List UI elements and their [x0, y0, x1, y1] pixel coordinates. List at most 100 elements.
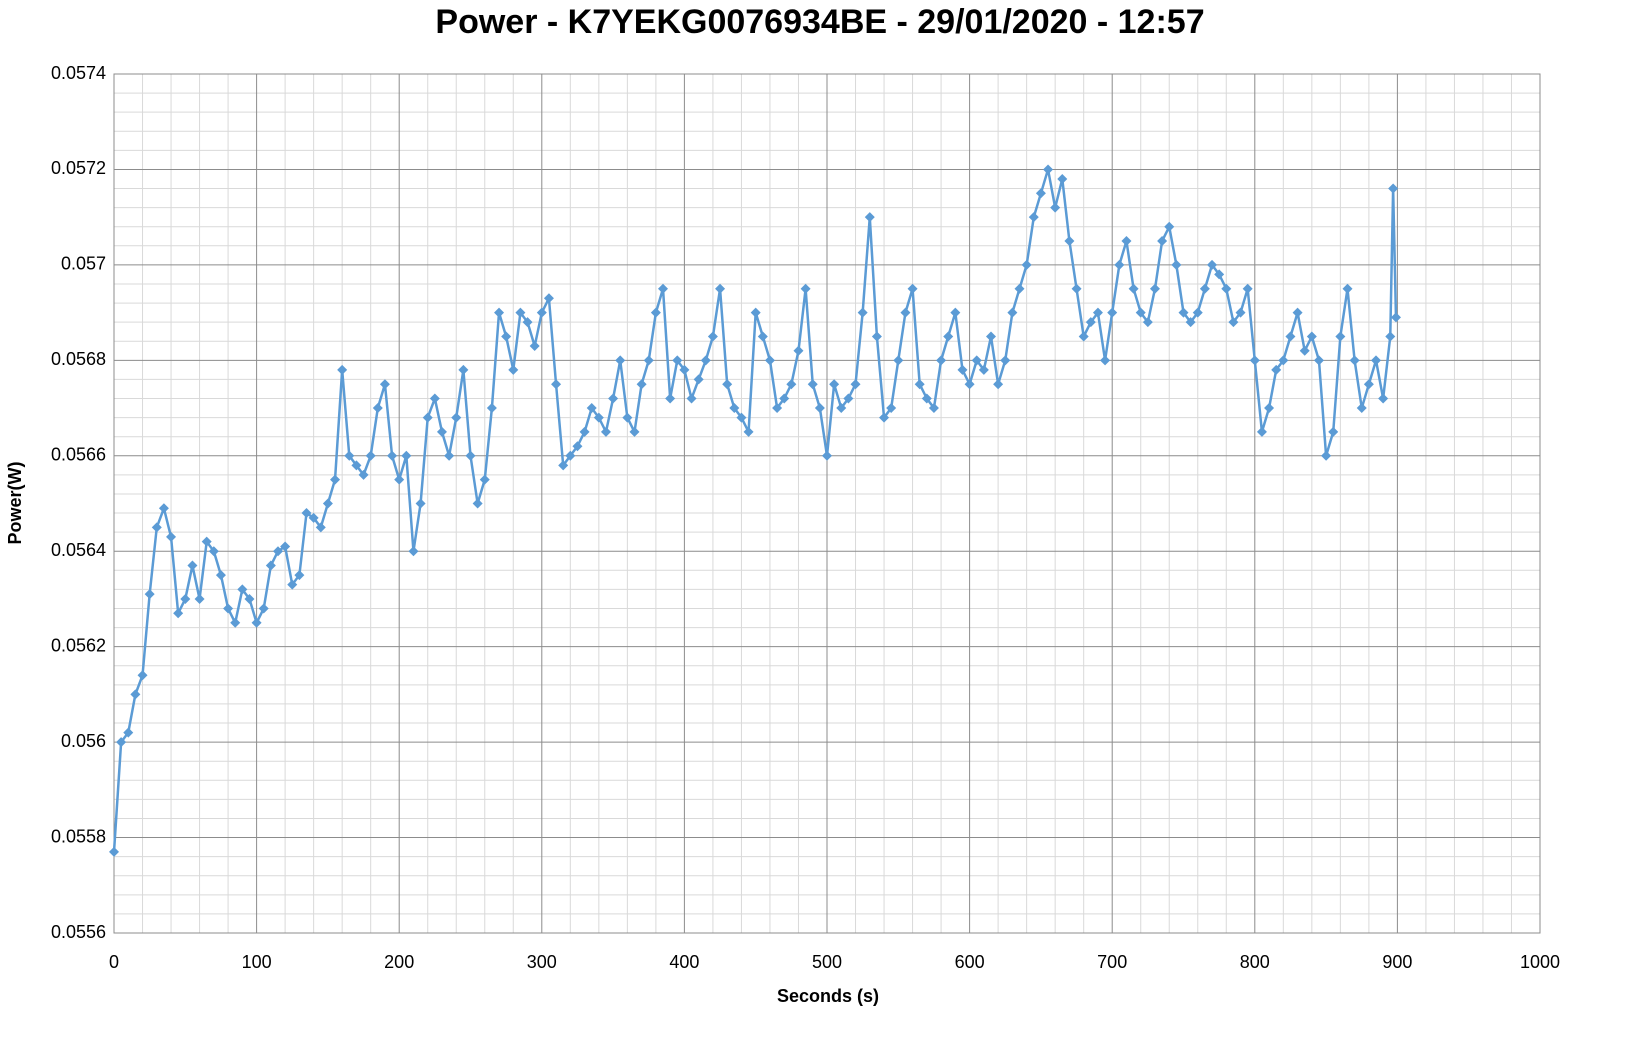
marker	[1356, 403, 1367, 414]
marker	[793, 345, 804, 356]
series	[109, 164, 1401, 857]
marker	[1171, 259, 1182, 270]
marker	[365, 450, 376, 461]
marker	[258, 603, 269, 614]
marker	[387, 450, 398, 461]
marker	[1378, 393, 1389, 404]
marker	[757, 331, 768, 342]
x-tick-label: 200	[384, 952, 414, 972]
marker	[1071, 283, 1082, 294]
marker	[565, 450, 576, 461]
marker	[116, 737, 127, 748]
x-tick-label: 1000	[1520, 952, 1560, 972]
x-tick-label: 500	[812, 952, 842, 972]
marker	[1242, 283, 1253, 294]
marker	[936, 355, 947, 366]
plot-border	[113, 73, 1541, 934]
marker	[1050, 202, 1061, 213]
marker	[750, 307, 761, 318]
marker	[836, 403, 847, 414]
marker	[394, 474, 405, 485]
marker	[743, 426, 754, 437]
marker	[928, 403, 939, 414]
marker	[658, 283, 669, 294]
marker	[1199, 283, 1210, 294]
marker	[843, 393, 854, 404]
marker	[814, 403, 825, 414]
marker	[893, 355, 904, 366]
marker	[1214, 269, 1225, 280]
marker	[1371, 355, 1382, 366]
marker	[1064, 236, 1075, 247]
marker	[985, 331, 996, 342]
marker	[786, 379, 797, 390]
marker	[1000, 355, 1011, 366]
marker	[237, 584, 248, 595]
marker	[1135, 307, 1146, 318]
marker	[1313, 355, 1324, 366]
marker	[679, 364, 690, 375]
marker	[1235, 307, 1246, 318]
marker	[444, 450, 455, 461]
marker	[879, 412, 890, 423]
marker	[871, 331, 882, 342]
marker	[294, 570, 305, 581]
marker	[166, 531, 177, 542]
marker	[978, 364, 989, 375]
marker	[1321, 450, 1332, 461]
marker	[1128, 283, 1139, 294]
marker	[800, 283, 811, 294]
y-tick-label: 0.0568	[51, 349, 106, 369]
marker	[301, 508, 312, 519]
marker	[921, 393, 932, 404]
marker	[372, 403, 383, 414]
marker	[579, 426, 590, 437]
y-axis-label: Power(W)	[5, 461, 25, 544]
x-tick-label: 900	[1382, 952, 1412, 972]
marker	[636, 379, 647, 390]
marker	[137, 670, 148, 681]
marker	[558, 460, 569, 471]
marker	[993, 379, 1004, 390]
marker	[486, 403, 497, 414]
marker	[1249, 355, 1260, 366]
marker	[650, 307, 661, 318]
marker	[1328, 426, 1339, 437]
marker	[415, 498, 426, 509]
marker	[194, 593, 205, 604]
x-tick-label: 400	[669, 952, 699, 972]
marker	[686, 393, 697, 404]
marker	[151, 522, 162, 533]
marker	[693, 374, 704, 385]
marker	[308, 512, 319, 523]
marker	[957, 364, 968, 375]
marker	[230, 617, 241, 628]
marker	[779, 393, 790, 404]
marker	[1121, 236, 1132, 247]
marker	[700, 355, 711, 366]
marker	[1035, 188, 1046, 199]
marker	[458, 364, 469, 375]
marker	[950, 307, 961, 318]
marker	[622, 412, 633, 423]
marker	[736, 412, 747, 423]
marker	[144, 589, 155, 600]
marker	[522, 317, 533, 328]
marker	[244, 593, 255, 604]
marker	[1342, 283, 1353, 294]
marker	[971, 355, 982, 366]
marker	[187, 560, 198, 571]
marker	[1028, 212, 1039, 223]
marker	[515, 307, 526, 318]
marker	[764, 355, 775, 366]
marker	[1043, 164, 1054, 175]
marker	[1335, 331, 1346, 342]
marker	[1299, 345, 1310, 356]
marker	[436, 426, 447, 437]
marker	[1149, 283, 1160, 294]
marker	[586, 403, 597, 414]
x-tick-label: 800	[1240, 952, 1270, 972]
marker	[208, 546, 219, 557]
marker	[358, 469, 369, 480]
